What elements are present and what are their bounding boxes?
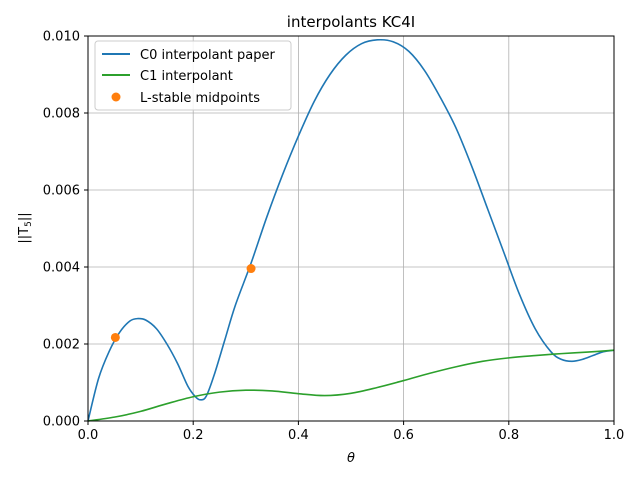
- y-axis-label-main: ||T: [17, 227, 32, 244]
- midpoint-marker-1: [246, 264, 256, 274]
- legend: C0 interpolant paper C1 interpolant L-st…: [94, 40, 292, 111]
- y-axis-label-end: ||: [17, 212, 32, 221]
- x-tick-label-0: 0.0: [78, 428, 99, 443]
- plot-frame: [87, 35, 615, 422]
- midpoint-marker-0: [110, 332, 120, 342]
- series-layer: [87, 38, 615, 422]
- x-tick-label-1: 0.2: [183, 428, 204, 443]
- x-tick-label-5: 1.0: [604, 428, 625, 443]
- chart-title: interpolants KC4I: [287, 13, 415, 31]
- y-axis-label: ||T5||: [17, 212, 34, 243]
- legend-label-c0: C0 interpolant paper: [140, 48, 275, 63]
- legend-label-c1: C1 interpolant: [140, 69, 233, 84]
- c1-interpolant-line: [87, 349, 615, 422]
- x-axis-label: θ: [347, 451, 355, 466]
- y-tick-label-1: 0.002: [43, 338, 80, 353]
- y-tick-label-0: 0.000: [43, 415, 80, 430]
- x-tick-label-3: 0.6: [393, 428, 414, 443]
- y-tick-label-2: 0.004: [43, 261, 80, 276]
- x-tick-label-2: 0.4: [288, 428, 309, 443]
- legend-box: [94, 40, 292, 111]
- y-tick-label-5: 0.010: [43, 30, 80, 45]
- legend-swatch-midpoints: [111, 92, 121, 102]
- ticks: 0.0 0.2 0.4 0.6 0.8 1.0 0.000 0.002 0.004 0.006 0.…: [43, 30, 625, 444]
- legend-label-midpoints: L-stable midpoints: [140, 91, 260, 106]
- c0-interpolant-line: [87, 38, 615, 422]
- y-tick-label-4: 0.008: [43, 107, 80, 122]
- y-tick-label-3: 0.006: [43, 184, 80, 199]
- x-tick-label-4: 0.8: [498, 428, 519, 443]
- y-axis-label-subscript: 5: [24, 221, 34, 227]
